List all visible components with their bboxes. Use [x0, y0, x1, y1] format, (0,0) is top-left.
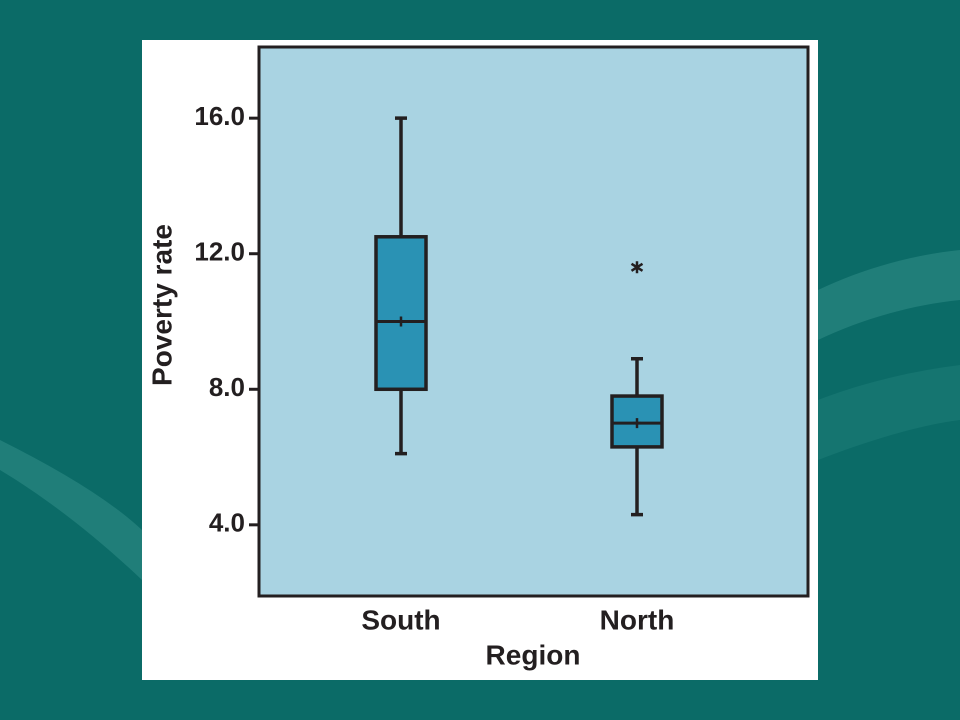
mean-marker	[397, 316, 405, 327]
y-axis-label: Poverty rate	[146, 224, 177, 386]
x-axis-label: Region	[486, 639, 581, 670]
y-tick-label: 8.0	[209, 372, 245, 402]
box	[374, 235, 428, 392]
box	[610, 394, 664, 449]
lower-whisker	[631, 446, 643, 517]
lower-whisker	[395, 389, 407, 456]
mean-marker	[633, 418, 641, 429]
plot-area	[257, 45, 810, 598]
x-tick-label: North	[600, 604, 675, 635]
y-tick-label: 4.0	[209, 508, 245, 538]
decor-swoosh	[0, 440, 142, 580]
upper-whisker	[395, 116, 407, 237]
chart: Region Poverty rate 4.0 8.0 12.0 16.0 South N…	[146, 45, 810, 670]
decor-swoosh	[818, 250, 960, 340]
x-tick-label: South	[361, 604, 440, 635]
outlier-marker	[630, 261, 644, 274]
y-tick-label: 16.0	[194, 101, 245, 131]
y-tick-label: 12.0	[194, 237, 245, 267]
upper-whisker	[631, 357, 643, 397]
decor-swoosh	[818, 365, 960, 460]
